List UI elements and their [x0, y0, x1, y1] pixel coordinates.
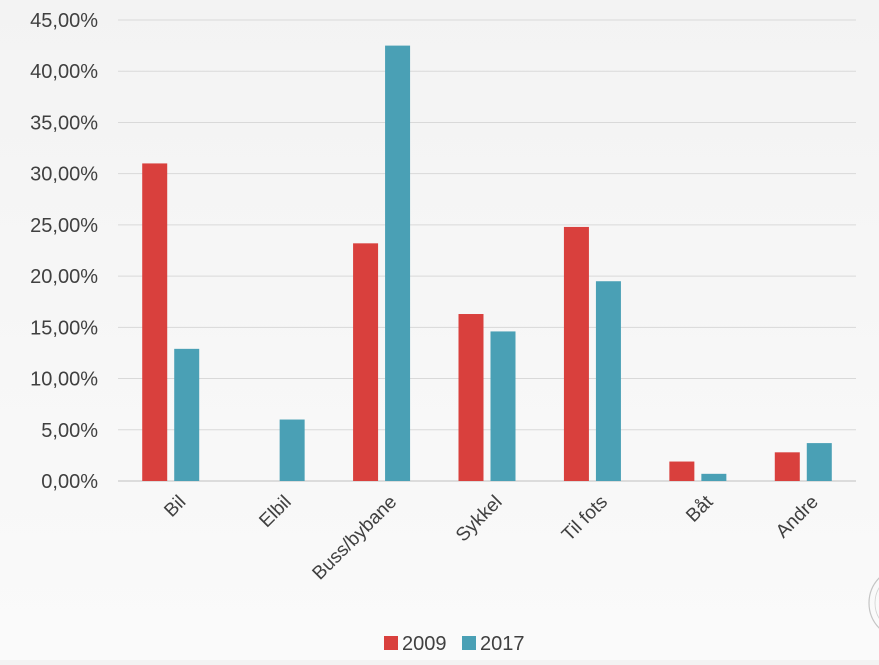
gridlines: [118, 19, 856, 482]
x-category-label: Andre: [772, 492, 823, 543]
x-axis-category-labels: Bil Elbil Buss/bybane Sykkel Til fots Båt Andr…: [160, 491, 822, 584]
y-tick-label: 40,00%: [30, 61, 98, 83]
x-category-label: Til fots: [558, 492, 612, 546]
y-axis-tick-labels: 0,00% 5,00% 10,00% 15,00% 20,00% 25,00% 30,00%…: [30, 10, 98, 493]
bar-2017-b-t: [701, 473, 727, 481]
y-tick-label: 0,00%: [41, 471, 98, 493]
bar-2017-buss-bybane: [385, 45, 411, 481]
y-tick-label: 35,00%: [30, 112, 98, 134]
x-category-label: Bil: [160, 492, 190, 522]
x-category-label: Buss/bybane: [309, 492, 402, 585]
legend-label-2009: 2009: [402, 633, 447, 655]
legend-swatch-2017: [462, 636, 476, 650]
bar-2009-buss-bybane: [353, 243, 379, 481]
bar-2009-til-fots: [563, 226, 589, 481]
y-tick-label: 10,00%: [30, 369, 98, 391]
legend-label-2017: 2017: [480, 633, 525, 655]
bar-2009-andre: [774, 452, 800, 481]
y-tick-label: 20,00%: [30, 266, 98, 288]
seal-watermark-icon: [868, 577, 879, 629]
x-category-label: Båt: [682, 491, 718, 527]
x-category-label: Elbil: [255, 492, 295, 532]
bar-2009-bil: [142, 163, 168, 481]
y-tick-label: 45,00%: [30, 10, 98, 32]
bars: [142, 45, 832, 481]
bar-2017-elbil: [279, 419, 305, 481]
bar-2017-til-fots: [595, 281, 621, 481]
bar-2009-b-t: [669, 461, 695, 481]
y-tick-label: 30,00%: [30, 164, 98, 186]
bar-2017-sykkel: [490, 331, 516, 481]
y-tick-label: 5,00%: [41, 420, 98, 442]
y-tick-label: 25,00%: [30, 215, 98, 237]
legend: 2009 2017: [384, 633, 525, 655]
bar-2009-sykkel: [458, 314, 484, 481]
bar-2017-andre: [806, 443, 832, 481]
bar-2017-bil: [174, 348, 200, 481]
x-category-label: Sykkel: [452, 492, 506, 546]
legend-swatch-2009: [384, 636, 398, 650]
y-tick-label: 15,00%: [30, 317, 98, 339]
